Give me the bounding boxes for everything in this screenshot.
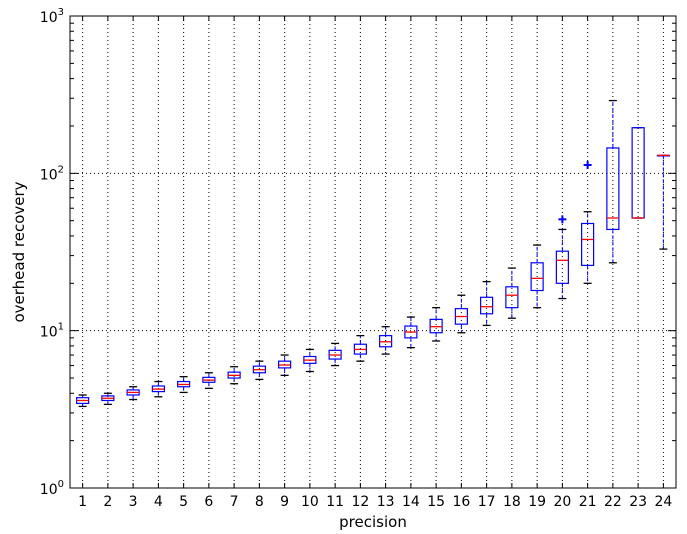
box-8 [252,360,266,381]
grid [70,16,676,488]
x-tick-label: 7 [230,494,239,510]
box-1 [76,394,90,408]
box-24 [656,154,670,250]
x-tick-label: 17 [478,494,496,510]
x-tick-label: 13 [377,494,395,510]
x-tick-label: 2 [103,494,112,510]
box-7 [227,366,241,385]
x-tick-label: 8 [255,494,264,510]
box-18 [505,267,519,319]
y-tick-label: 103 [40,7,64,26]
ticks-group [70,15,676,489]
box-20 [555,215,569,300]
box-14 [404,316,418,349]
box-10 [303,348,317,373]
y-tick-label: 102 [40,164,64,183]
box-4 [151,380,165,398]
box-12 [353,334,367,362]
y-tick-labels: 100 101 102 103 [40,7,64,498]
box-2 [101,392,115,406]
plot-frame [69,15,677,489]
box-6 [202,372,216,389]
x-tick-label: 9 [280,494,289,510]
x-tick-label: 21 [579,494,597,510]
box-5 [177,376,191,394]
x-axis-label: precision [339,513,407,531]
x-tick-label: 14 [402,494,420,510]
x-tick-label: 5 [179,494,188,510]
box-22 [606,99,620,264]
box-iqr [530,262,544,292]
x-tick-label: 4 [154,494,163,510]
box-11 [328,342,342,367]
x-tick-label: 24 [654,494,672,510]
box-iqr [555,250,569,284]
x-tick-label: 19 [528,494,546,510]
x-tick-label: 6 [204,494,213,510]
x-tick-label: 12 [351,494,369,510]
x-tick-label: 11 [326,494,344,510]
x-tick-label: 1 [78,494,87,510]
box-15 [429,307,443,342]
box-13 [379,326,393,355]
box-iqr [505,286,519,309]
box-16 [454,294,468,334]
boxes-group [76,99,670,408]
box-23 [631,127,645,219]
box-iqr [480,296,494,315]
box-iqr [606,147,620,231]
x-tick-label: 20 [553,494,571,510]
box-3 [126,386,140,401]
box-19 [530,244,544,309]
x-tick-label: 16 [452,494,470,510]
x-tick-label: 10 [301,494,319,510]
box-17 [480,280,494,327]
x-tick-label: 22 [604,494,622,510]
x-tick-labels: 1 2 3 4 5 6 7 8 9 10 11 12 13 14 15 16 17 18 19 20 21 22 23 24 [78,494,672,510]
x-tick-label: 18 [503,494,521,510]
y-axis-label: overhead recovery [10,181,28,322]
box-iqr [581,222,595,266]
x-tick-label: 23 [629,494,647,510]
y-tick-label: 101 [40,322,64,341]
y-tick-label: 100 [40,479,64,498]
box-9 [278,354,292,376]
x-tick-label: 3 [129,494,138,510]
x-tick-label: 15 [427,494,445,510]
box-21 [581,160,595,284]
